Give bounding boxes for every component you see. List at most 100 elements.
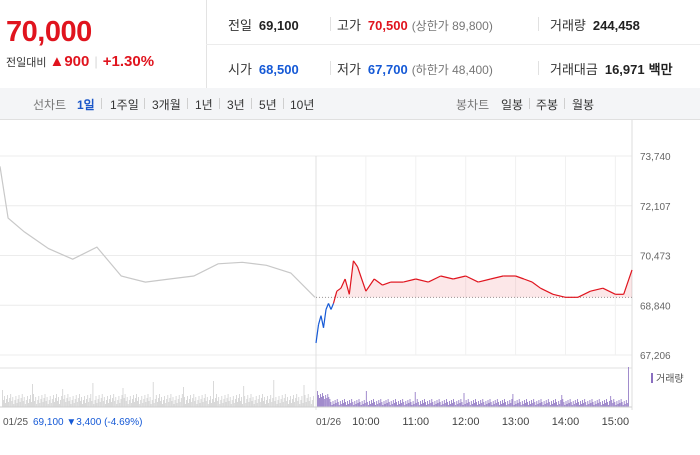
tab-3year[interactable]: 3년 [227, 98, 245, 112]
volume-bar [439, 402, 441, 407]
volume-bar [371, 400, 372, 407]
volume-bar [190, 395, 191, 407]
volume-bar [102, 401, 104, 407]
volume-stat: 거래량 244,458 [550, 15, 640, 34]
volume-bar [428, 404, 430, 407]
volume-bar [330, 402, 332, 407]
volume-bar [311, 400, 313, 407]
volume-bar [187, 396, 188, 407]
volume-bar [559, 404, 561, 407]
volume-bar [54, 402, 55, 407]
volume-bar [13, 404, 15, 407]
volume-bar [596, 400, 598, 407]
volume-bar [424, 399, 425, 407]
volume-bar [489, 399, 491, 407]
volume-bar [578, 402, 579, 407]
volume-bar [480, 400, 482, 407]
diff-value: 900 [64, 53, 90, 70]
volume-bar [436, 400, 438, 407]
volume-bar [546, 403, 548, 407]
volume-bar [62, 389, 64, 407]
volume-bar [373, 399, 374, 407]
open-value: 68,500 [258, 62, 299, 77]
volume-bar [624, 404, 626, 407]
price-line-segment [531, 281, 541, 289]
tab-1day[interactable]: 1일 [77, 98, 95, 112]
volume-bar [83, 400, 84, 407]
volume-bar [344, 399, 345, 407]
volume-bar [235, 399, 236, 407]
volume-bar [267, 396, 268, 407]
upper-limit: (상한가 89,800) [411, 19, 493, 33]
volume-bar [3, 400, 4, 407]
volume-bar [494, 400, 496, 407]
volume-bar [127, 404, 129, 407]
volume-bar [569, 399, 571, 407]
volume-bar [189, 399, 190, 407]
volume-bar [142, 403, 144, 407]
volume-bar [411, 405, 413, 407]
volume-bar [56, 394, 57, 407]
volume-bar [556, 402, 557, 407]
volume-bar [584, 399, 586, 407]
tab-weekly-candle[interactable]: 주봉 [536, 98, 559, 112]
x-tick-label: 12:00 [452, 416, 480, 428]
price-line-segment [327, 303, 332, 310]
volume-bar [43, 398, 45, 407]
volume-bar [522, 404, 524, 407]
price-chart: 73,740 72,107 70,473 68,840 67,206 거래량 01/25 69… [0, 120, 700, 450]
price-line-segment [552, 293, 566, 298]
volume-bar [39, 403, 41, 407]
volume-bar [366, 402, 368, 407]
volume-bar [171, 401, 173, 407]
prev-close-value: 69,100 [258, 18, 299, 33]
price-line-segment [330, 303, 335, 310]
volume-bar [270, 395, 272, 407]
volume-bar [510, 403, 512, 407]
volume-bar [93, 404, 95, 407]
volume-bar [225, 402, 227, 407]
volume-bar [566, 404, 568, 407]
volume-bar [42, 402, 44, 407]
volume-bar [263, 401, 264, 407]
chart-period-tabs: 선차트 1일 1주일 3개월 1년 3년 5년 10년 봉차트 일봉 주봉 월봉 [0, 88, 700, 120]
volume-bar [572, 401, 574, 407]
volume-bar [269, 399, 271, 407]
volume-bar [615, 405, 617, 407]
volume-bar [118, 396, 120, 407]
volume-bar [222, 403, 224, 407]
price-line-segment [515, 275, 525, 280]
candle-chart-title: 봉차트 [456, 98, 490, 112]
volume-bar [175, 396, 177, 407]
tab-5year[interactable]: 5년 [259, 98, 277, 112]
volume-bar [585, 402, 587, 407]
volume-bar [186, 400, 187, 407]
volume-bar [562, 399, 564, 407]
tab-1week[interactable]: 1주일 [110, 98, 139, 112]
volume-bar [370, 404, 371, 407]
volume-bar [289, 400, 290, 407]
tab-10year[interactable]: 10년 [290, 98, 315, 112]
volume-bar [30, 395, 31, 407]
volume-bar [342, 400, 343, 407]
volume-bar [69, 397, 71, 407]
volume-bar [476, 402, 477, 407]
y-tick-label: 68,840 [640, 301, 671, 312]
volume-bar [287, 397, 288, 407]
volume-bar [511, 399, 513, 407]
tab-monthly-candle[interactable]: 월봉 [572, 98, 595, 112]
volume-bar [568, 403, 570, 407]
price-line-segment [623, 269, 633, 295]
tab-1year[interactable]: 1년 [195, 98, 213, 112]
volume-bar [384, 404, 386, 407]
volume-bar [493, 404, 495, 407]
volume-bar [292, 399, 293, 407]
volume-bar [141, 396, 143, 407]
volume-bar [482, 399, 484, 407]
volume-bar [395, 399, 396, 407]
volume-bar [166, 399, 168, 407]
volume-bar [362, 404, 364, 407]
tab-3month[interactable]: 3개월 [152, 98, 181, 112]
tab-daily-candle[interactable]: 일봉 [501, 98, 524, 112]
volume-bar [506, 405, 508, 407]
